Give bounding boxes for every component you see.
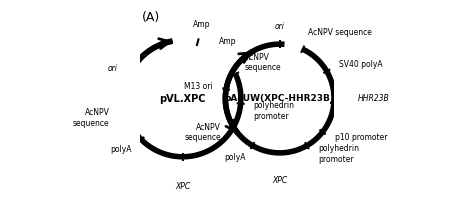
Text: pVL.XPC: pVL.XPC: [159, 94, 206, 103]
Text: ori: ori: [275, 21, 285, 31]
Text: polyhedrin
promoter: polyhedrin promoter: [254, 101, 294, 121]
Text: AcNPV
sequence: AcNPV sequence: [245, 53, 282, 72]
Text: Amp: Amp: [192, 20, 210, 29]
Text: (A): (A): [142, 11, 160, 24]
Text: SV40 polyA: SV40 polyA: [338, 60, 382, 69]
Text: AcNPV sequence: AcNPV sequence: [309, 28, 373, 37]
Text: AcNPV
sequence: AcNPV sequence: [73, 108, 109, 128]
Text: HHR23B: HHR23B: [357, 94, 389, 103]
Text: Amp: Amp: [219, 37, 236, 46]
Text: AcNPV
sequence: AcNPV sequence: [184, 123, 221, 142]
Text: polyhedrin
promoter: polyhedrin promoter: [319, 144, 360, 164]
Text: ori: ori: [108, 64, 118, 73]
Text: XPC: XPC: [175, 182, 190, 191]
Text: M13 ori: M13 ori: [184, 82, 213, 91]
Text: XPC: XPC: [272, 176, 287, 185]
Text: p10 promoter: p10 promoter: [336, 133, 388, 142]
Text: pAcUW(XPC-HHR23B): pAcUW(XPC-HHR23B): [225, 94, 335, 103]
Text: polyA: polyA: [224, 153, 246, 162]
Text: polyA: polyA: [110, 145, 132, 154]
